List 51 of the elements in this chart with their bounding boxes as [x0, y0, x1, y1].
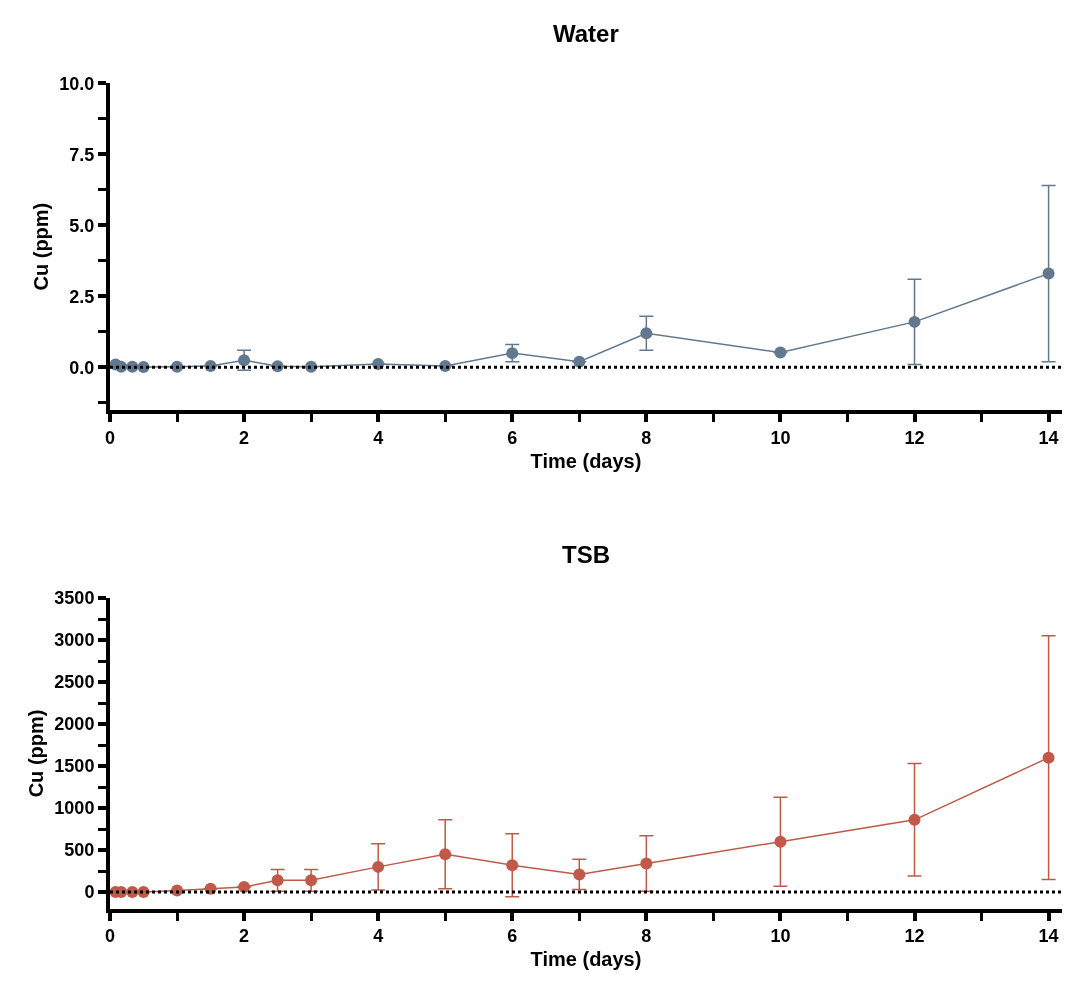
x-tick-label: 14 [1038, 926, 1059, 947]
x-tick-label: 8 [641, 926, 652, 947]
point [506, 859, 519, 872]
chart-title: TSB [562, 541, 610, 568]
x-tick-label: 8 [641, 427, 652, 448]
point [908, 315, 921, 328]
point [238, 881, 251, 894]
point [305, 874, 318, 887]
chart-title: Water [553, 20, 619, 47]
x-tick-label: 0 [104, 926, 116, 947]
point [573, 868, 586, 881]
point [774, 346, 787, 359]
y-tick-label: 1000 [54, 798, 95, 819]
x-tick-label: 10 [770, 427, 791, 448]
x-tick-label: 12 [904, 926, 925, 947]
y-axis-title: Cu (ppm) [25, 709, 48, 798]
y-tick-label: 0.0 [69, 357, 95, 378]
x-tick-label: 4 [373, 926, 384, 947]
y-axis-title: Cu (ppm) [30, 202, 53, 291]
y-tick-label: 2500 [54, 672, 95, 693]
point [372, 860, 385, 873]
x-axis-title: Time (days) [530, 948, 642, 971]
y-tick-label: 0 [84, 882, 95, 903]
y-tick-label: 7.5 [69, 144, 95, 165]
x-tick-label: 6 [507, 427, 518, 448]
y-tick-label: 1500 [54, 756, 95, 777]
x-axis-title: Time (days) [530, 449, 642, 472]
y-tick-label: 5.0 [69, 215, 95, 236]
y-tick-label: 3500 [54, 588, 95, 609]
y-tick-label: 10.0 [59, 73, 95, 94]
x-tick-label: 2 [239, 926, 250, 947]
x-tick-label: 4 [373, 427, 384, 448]
x-tick-label: 12 [904, 427, 925, 448]
x-tick-label: 6 [507, 926, 518, 947]
x-tick-label: 14 [1038, 427, 1059, 448]
point [271, 874, 284, 887]
x-tick-label: 2 [239, 427, 250, 448]
point [640, 857, 653, 870]
point [1042, 267, 1055, 280]
point [640, 327, 653, 340]
point [774, 835, 787, 848]
y-tick-label: 3000 [54, 630, 95, 651]
point [439, 848, 452, 861]
x-tick-label: 0 [104, 427, 116, 448]
y-tick-label: 2.5 [69, 286, 95, 307]
x-tick-label: 10 [770, 926, 791, 947]
point [908, 813, 921, 826]
y-tick-label: 500 [64, 840, 95, 861]
point [1042, 751, 1055, 764]
y-tick-label: 2000 [54, 714, 95, 735]
point [573, 355, 586, 368]
